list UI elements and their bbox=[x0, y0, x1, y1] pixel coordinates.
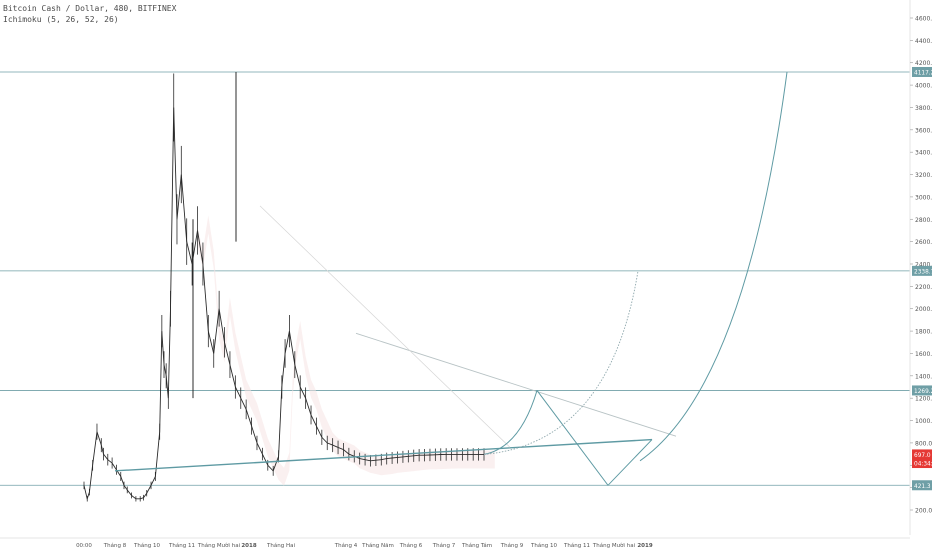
projection-curve-dotted bbox=[483, 270, 639, 455]
y-tick-label-8: 1800.0 bbox=[915, 329, 932, 336]
x-tick-label-6: Tháng Hai bbox=[266, 542, 295, 549]
x-tick-label-15: Tháng Mười hai bbox=[592, 542, 636, 549]
ichimoku-cloud-area bbox=[197, 215, 495, 486]
y-tick-label-12: 2600.0 bbox=[915, 239, 932, 246]
projection-zigzag bbox=[536, 390, 653, 487]
y-tick-label-0: 200.0 bbox=[915, 508, 932, 515]
price-badge-bg-1 bbox=[912, 265, 932, 276]
drawing-lines bbox=[114, 71, 788, 487]
resistance-trendline-2 bbox=[259, 205, 511, 448]
y-tick-label-22: 4600.0 bbox=[915, 16, 932, 23]
x-axis: 00:00 Tháng 8 Tháng 10 Tháng 11 Tháng Mười h… bbox=[0, 537, 910, 549]
y-tick-label-14: 3000.0 bbox=[915, 194, 932, 201]
price-line bbox=[83, 107, 484, 501]
x-tick-label-14: Tháng 11 bbox=[563, 542, 590, 549]
price-badge-bg-0 bbox=[912, 66, 932, 77]
x-tick-label-12: Tháng 9 bbox=[500, 542, 524, 549]
y-tick-label-7: 1600.0 bbox=[915, 351, 932, 358]
price-badge-label-0: 4117.2 bbox=[914, 70, 932, 76]
x-tick-label-8: Tháng Năm bbox=[361, 542, 394, 549]
price-badge-bg-2 bbox=[912, 385, 932, 396]
y-tick-label-16: 3400.0 bbox=[915, 150, 932, 157]
support-trendline bbox=[114, 438, 653, 472]
x-tick-label-16: 2019 bbox=[637, 543, 652, 549]
y-tick-label-3: 800.0 bbox=[915, 440, 932, 447]
x-tick-label-3: Tháng 11 bbox=[168, 542, 195, 549]
x-tick-label-11: Tháng Tám bbox=[461, 542, 492, 549]
x-tick-label-13: Tháng 10 bbox=[530, 542, 557, 549]
price-badge-bg-3 bbox=[912, 480, 932, 491]
price-badge-label-2: 1269.2 bbox=[914, 389, 932, 395]
indicator-label: Ichimoku (5, 26, 52, 26) bbox=[3, 15, 119, 24]
x-tick-label-9: Tháng 6 bbox=[399, 542, 423, 549]
chart-title: Bitcoin Cash / Dollar, 480, BITFINEX bbox=[3, 4, 177, 13]
price-badge-label-4: 697.0 bbox=[914, 453, 931, 459]
ichimoku-cloud bbox=[197, 215, 495, 486]
x-tick-label-4: Tháng Mười hai bbox=[197, 542, 241, 549]
y-axis: 200.0400.0600.0800.01000.01200.01400.016… bbox=[909, 0, 932, 535]
projection-curve-long bbox=[639, 71, 788, 462]
x-tick-label-1: Tháng 8 bbox=[103, 542, 127, 549]
price-badges: 4117.2 2338.7 1269.2 421.3 697.0 04:34:5 bbox=[912, 66, 932, 491]
y-tick-label-19: 4000.0 bbox=[915, 83, 932, 90]
y-tick-label-6: 1400.0 bbox=[915, 373, 932, 380]
price-badge-label-3: 421.3 bbox=[914, 484, 931, 490]
x-tick-label-10: Tháng 7 bbox=[432, 542, 456, 549]
price-badge-bg-4 bbox=[912, 449, 932, 460]
x-tick-label-0: 00:00 bbox=[76, 543, 92, 549]
projection-curve-short bbox=[483, 390, 538, 455]
y-tick-label-4: 1000.0 bbox=[915, 418, 932, 425]
price-badge-label-5: 04:34:5 bbox=[914, 462, 932, 468]
x-tick-label-2: Tháng 10 bbox=[133, 542, 160, 549]
y-tick-label-20: 4200.0 bbox=[915, 60, 932, 67]
y-tick-label-11: 2400.0 bbox=[915, 262, 932, 269]
y-tick-label-18: 3800.0 bbox=[915, 105, 932, 112]
chart-legend: Bitcoin Cash / Dollar, 480, BITFINEX Ich… bbox=[3, 3, 176, 25]
y-tick-label-15: 3200.0 bbox=[915, 172, 932, 179]
price-badge-bg-5 bbox=[912, 458, 932, 469]
x-tick-label-7: Tháng 4 bbox=[334, 542, 358, 549]
horizontal-levels bbox=[0, 71, 910, 486]
y-tick-label-10: 2200.0 bbox=[915, 284, 932, 291]
price-badge-label-1: 2338.7 bbox=[914, 269, 932, 275]
y-tick-label-9: 2000.0 bbox=[915, 306, 932, 313]
y-tick-label-17: 3600.0 bbox=[915, 127, 932, 134]
y-tick-label-13: 2800.0 bbox=[915, 217, 932, 224]
y-tick-label-5: 1200.0 bbox=[915, 396, 932, 403]
x-tick-label-5: 2018 bbox=[241, 543, 256, 549]
y-tick-label-21: 4400.0 bbox=[915, 38, 932, 45]
